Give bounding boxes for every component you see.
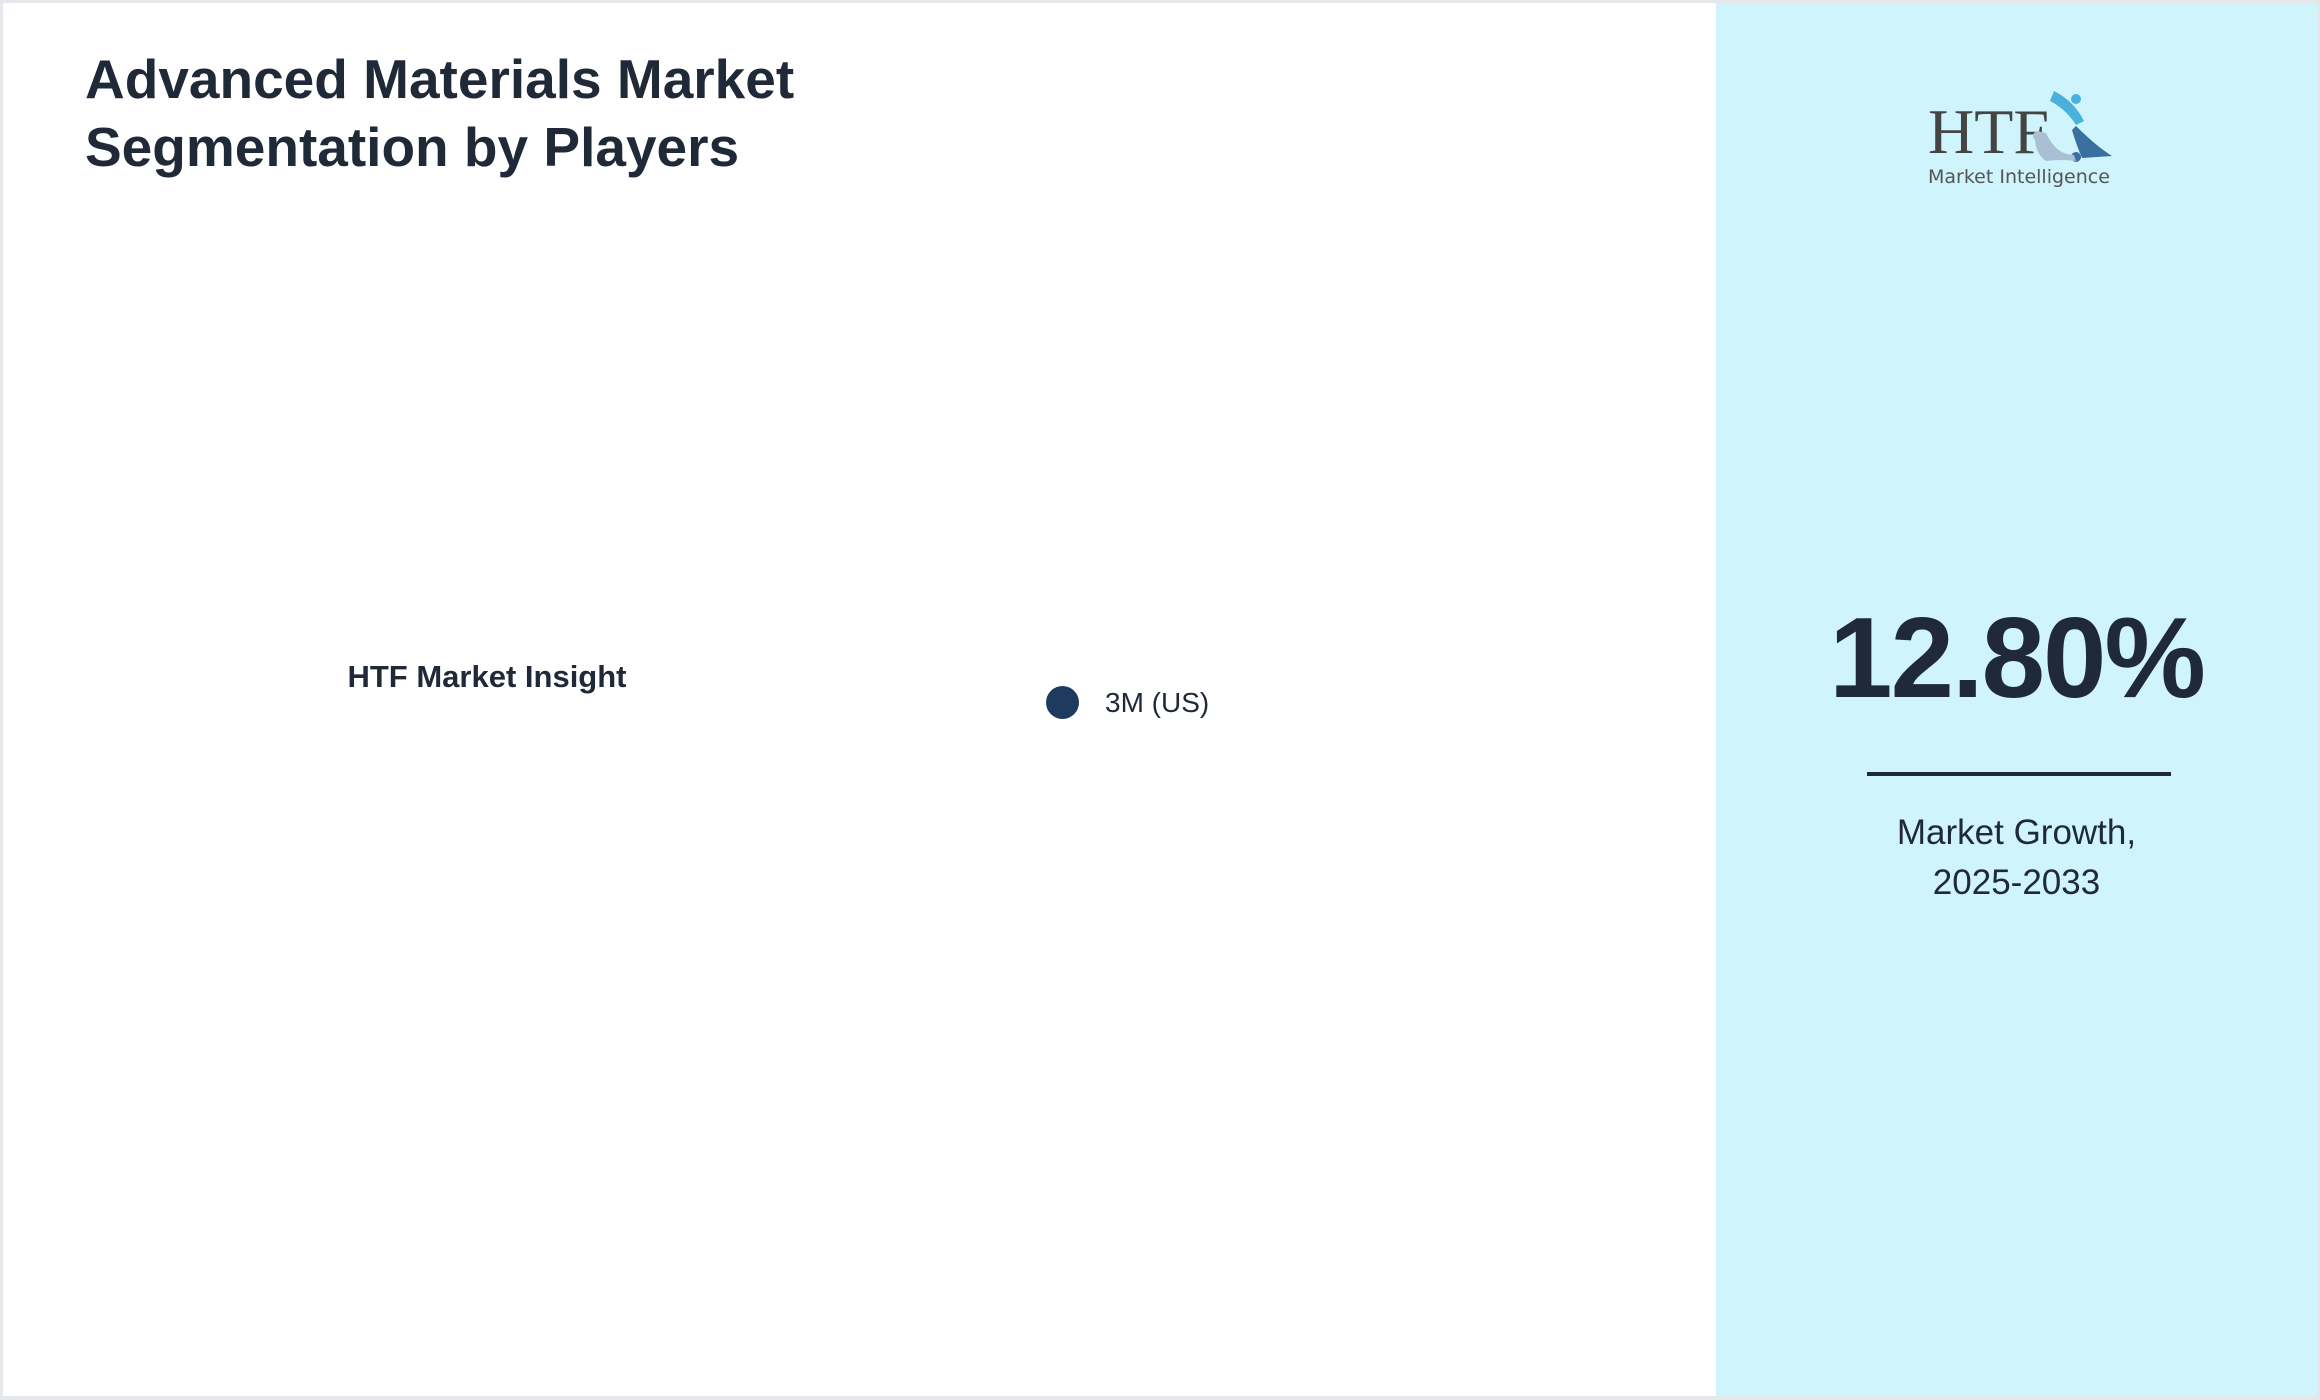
htf-logo: HTF Market Intelligence (1926, 81, 2116, 191)
growth-caption: Market Growth, 2025-2033 (1716, 808, 2317, 908)
legend-marker (1046, 686, 1079, 719)
chart-center-label: HTF Market Insight (347, 659, 627, 694)
growth-panel: HTF Market Intelligence 12.80% Market Gr… (1716, 3, 2317, 1396)
report-card: Advanced Materials Market Segmentation b… (3, 3, 2317, 1396)
growth-value: 12.80% (1829, 595, 2206, 722)
legend-item[interactable]: 3M (US) (1046, 686, 1209, 719)
svg-text:HTF: HTF (1928, 96, 2049, 167)
growth-label-line2: 2025-2033 (1932, 863, 2101, 902)
legend-label: 3M (US) (1105, 686, 1210, 718)
htf-logo-icon: HTF Market Intelligence (1928, 91, 2112, 188)
growth-label-line1: Market Growth, (1896, 813, 2137, 852)
logo-subtext: Market Intelligence (1928, 166, 2110, 188)
page-title: Advanced Materials Market Segmentation b… (85, 48, 795, 178)
divider (1867, 772, 2171, 776)
